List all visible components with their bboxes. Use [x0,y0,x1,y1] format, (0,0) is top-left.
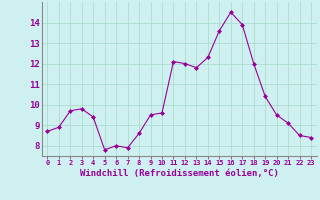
X-axis label: Windchill (Refroidissement éolien,°C): Windchill (Refroidissement éolien,°C) [80,169,279,178]
